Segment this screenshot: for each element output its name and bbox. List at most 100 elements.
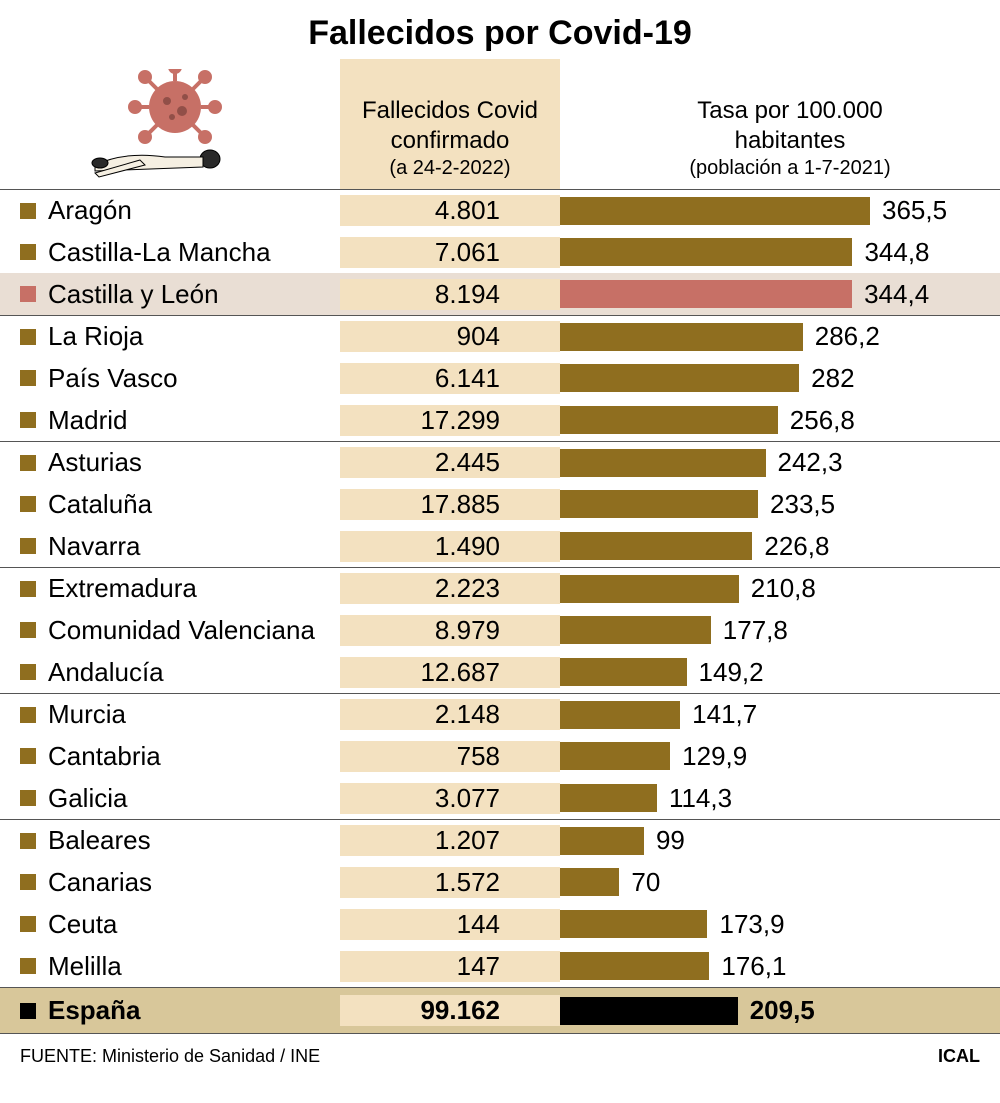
region-name-cell: La Rioja — [0, 321, 340, 352]
region-name-cell: Asturias — [0, 447, 340, 478]
infographic-container: Fallecidos por Covid-19 — [0, 0, 1000, 1075]
bullet-icon — [20, 790, 36, 806]
rate-cell: 256,8 — [560, 405, 1000, 436]
rate-value: 177,8 — [723, 615, 788, 646]
rate-bar — [560, 868, 619, 896]
bullet-icon — [20, 581, 36, 597]
deaths-value: 99.162 — [340, 995, 560, 1026]
table-row: Andalucía12.687149,2 — [0, 651, 1000, 693]
bullet-icon — [20, 707, 36, 723]
region-name: Madrid — [48, 405, 127, 436]
bullet-icon — [20, 244, 36, 260]
deaths-value: 7.061 — [340, 237, 560, 268]
table-row: Comunidad Valenciana8.979177,8 — [0, 609, 1000, 651]
rate-bar — [560, 490, 758, 518]
bullet-icon — [20, 286, 36, 302]
rate-value: 365,5 — [882, 195, 947, 226]
bullet-icon — [20, 412, 36, 428]
rate-cell: 242,3 — [560, 447, 1000, 478]
deaths-value: 1.207 — [340, 825, 560, 856]
deaths-value: 144 — [340, 909, 560, 940]
bullet-icon — [20, 1003, 36, 1019]
rate-value: 242,3 — [778, 447, 843, 478]
region-name: Cataluña — [48, 489, 152, 520]
region-name-cell: Baleares — [0, 825, 340, 856]
bullet-icon — [20, 916, 36, 932]
rate-bar — [560, 827, 644, 855]
chart-title: Fallecidos por Covid-19 — [0, 0, 1000, 59]
rate-value: 149,2 — [699, 657, 764, 688]
header-row: Fallecidos Covid confirmado (a 24-2-2022… — [0, 59, 1000, 189]
source-text: FUENTE: Ministerio de Sanidad / INE — [20, 1046, 320, 1067]
region-name: Galicia — [48, 783, 127, 814]
rate-value: 114,3 — [669, 783, 732, 814]
rate-bar — [560, 364, 799, 392]
deaths-value: 6.141 — [340, 363, 560, 394]
rate-bar — [560, 197, 870, 225]
table-row: Cantabria758129,9 — [0, 735, 1000, 777]
rate-value: 209,5 — [750, 995, 815, 1026]
region-name-cell: Madrid — [0, 405, 340, 436]
region-name: Aragón — [48, 195, 132, 226]
rate-bar — [560, 238, 852, 266]
rate-value: 226,8 — [764, 531, 829, 562]
table-row: Navarra1.490 226,8 — [0, 525, 1000, 567]
rate-cell: 344,4 — [560, 279, 1000, 310]
region-name-cell: Navarra — [0, 531, 340, 562]
rate-cell: 177,8 — [560, 615, 1000, 646]
rate-cell: 282 — [560, 363, 1000, 394]
region-name-cell: Extremadura — [0, 573, 340, 604]
table-row: Aragón 4.801 365,5 — [0, 189, 1000, 231]
rate-bar — [560, 280, 852, 308]
rate-cell: 365,5 — [560, 195, 1000, 226]
rate-bar — [560, 532, 752, 560]
table-row: Madrid17.299256,8 — [0, 399, 1000, 441]
rate-value: 141,7 — [692, 699, 757, 730]
region-name: Asturias — [48, 447, 142, 478]
region-name: Comunidad Valenciana — [48, 615, 315, 646]
rate-bar — [560, 406, 778, 434]
bullet-icon — [20, 874, 36, 890]
region-name-cell: España — [0, 995, 340, 1026]
deaths-value: 4.801 — [340, 195, 560, 226]
deaths-column-header: Fallecidos Covid confirmado (a 24-2-2022… — [340, 59, 560, 189]
rate-cell: 149,2 — [560, 657, 1000, 688]
deaths-value: 758 — [340, 741, 560, 772]
agency-text: ICAL — [938, 1046, 980, 1067]
region-name: Extremadura — [48, 573, 197, 604]
region-name: Baleares — [48, 825, 151, 856]
rate-value: 286,2 — [815, 321, 880, 352]
rate-value: 344,8 — [864, 237, 929, 268]
rate-bar — [560, 742, 670, 770]
rate-value: 129,9 — [682, 741, 747, 772]
region-name-cell: Canarias — [0, 867, 340, 898]
rate-value: 173,9 — [719, 909, 784, 940]
region-name: Melilla — [48, 951, 122, 982]
deaths-value: 147 — [340, 951, 560, 982]
deaths-value: 2.148 — [340, 699, 560, 730]
rate-bar — [560, 910, 707, 938]
region-name-cell: País Vasco — [0, 363, 340, 394]
table-row: Galicia3.077114,3 — [0, 777, 1000, 819]
rate-bar — [560, 784, 657, 812]
bullet-icon — [20, 622, 36, 638]
table-row: Ceuta144173,9 — [0, 903, 1000, 945]
region-name-cell: Melilla — [0, 951, 340, 982]
region-name: La Rioja — [48, 321, 143, 352]
region-name: Castilla-La Mancha — [48, 237, 271, 268]
rate-value: 70 — [631, 867, 660, 898]
deaths-header-sub: (a 24-2-2022) — [340, 156, 560, 181]
region-name-cell: Castilla-La Mancha — [0, 237, 340, 268]
region-name: País Vasco — [48, 363, 178, 394]
rate-bar — [560, 658, 687, 686]
rate-cell: 226,8 — [560, 531, 1000, 562]
rate-value: 99 — [656, 825, 685, 856]
deaths-value: 1.490 — [340, 531, 560, 562]
bullet-icon — [20, 203, 36, 219]
rate-bar — [560, 616, 711, 644]
deaths-value: 2.445 — [340, 447, 560, 478]
deaths-value: 17.885 — [340, 489, 560, 520]
rate-cell: 210,8 — [560, 573, 1000, 604]
table-row: País Vasco 6.141282 — [0, 357, 1000, 399]
rate-cell: 173,9 — [560, 909, 1000, 940]
